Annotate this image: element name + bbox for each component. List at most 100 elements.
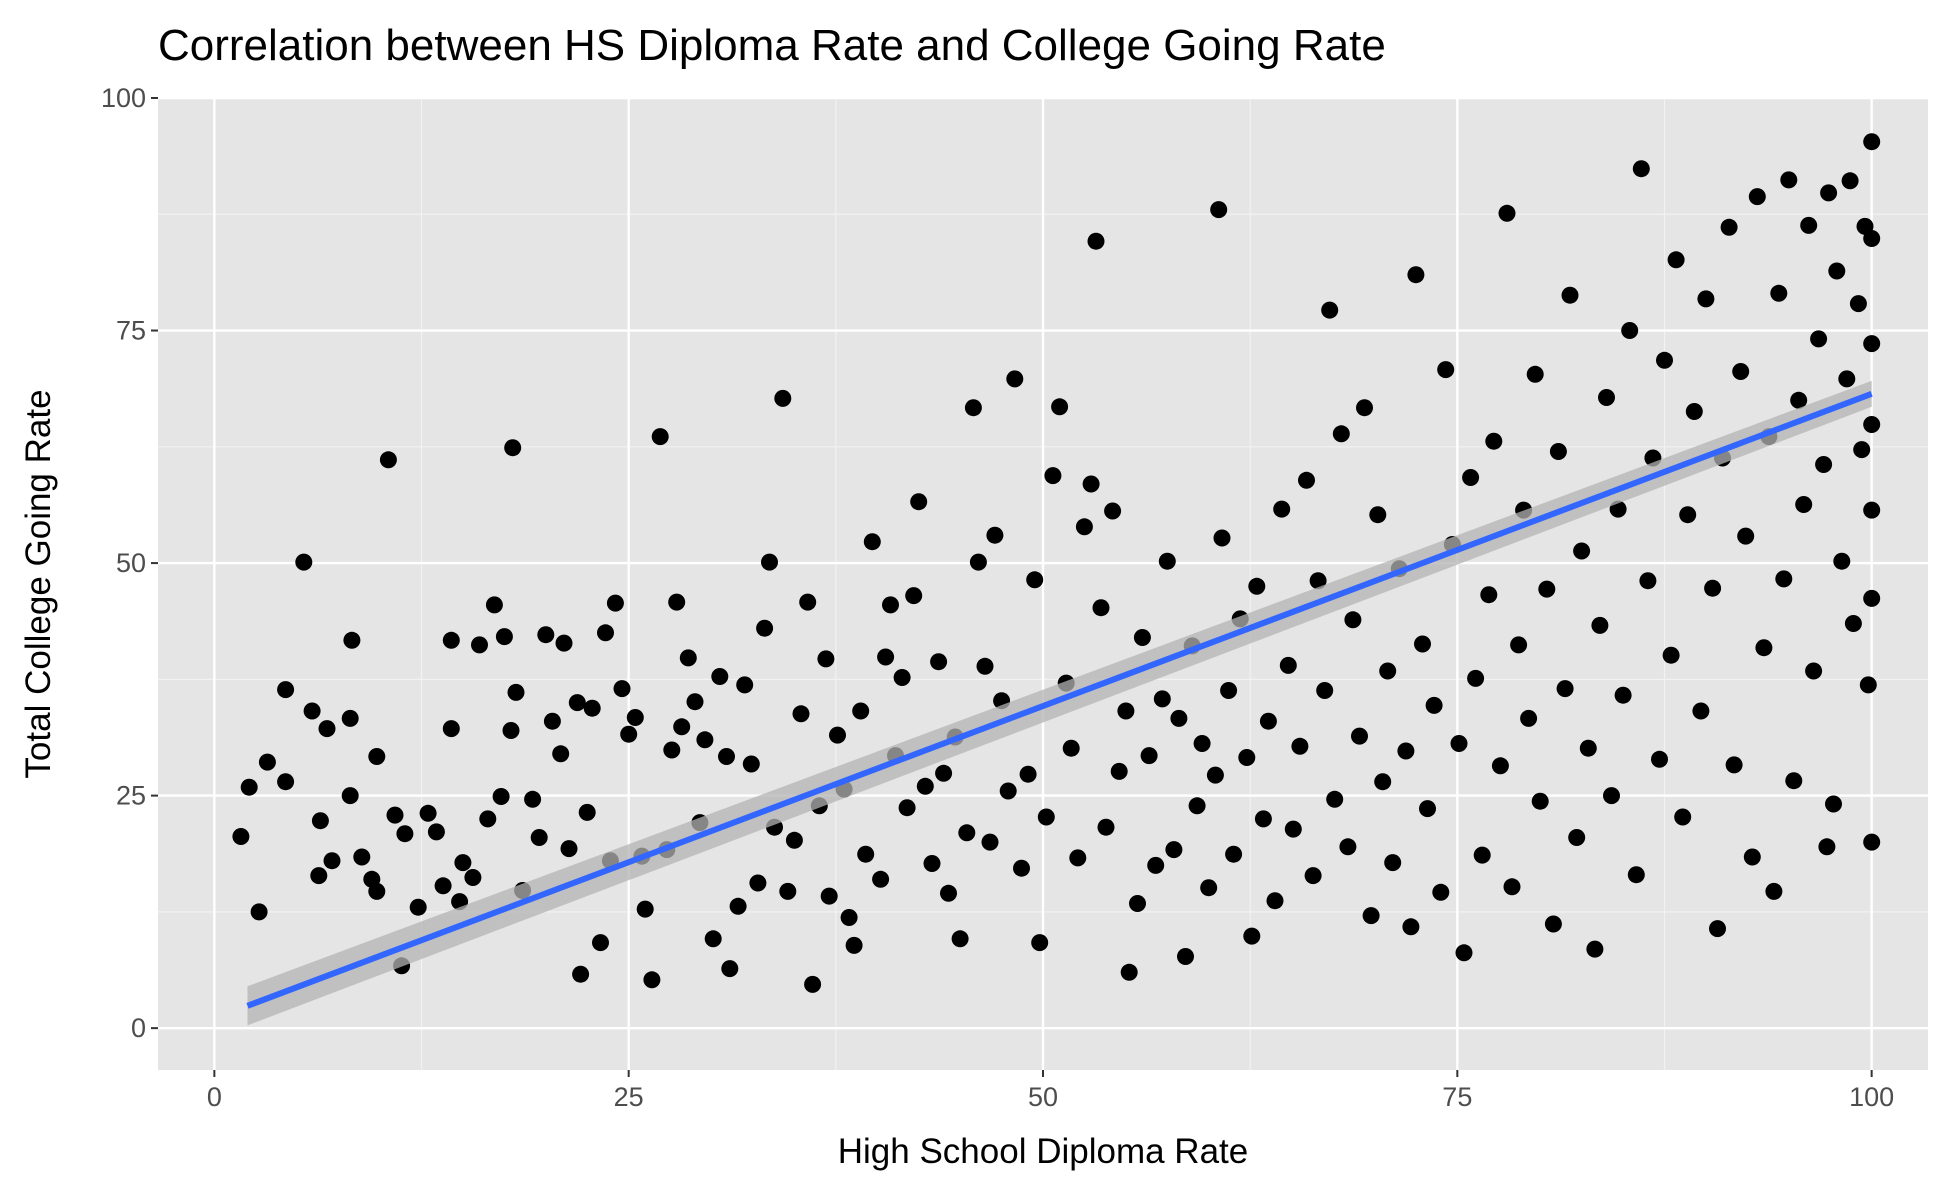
data-point bbox=[507, 683, 525, 701]
data-point bbox=[729, 897, 747, 915]
trend-line bbox=[246, 390, 1873, 1009]
data-point bbox=[1082, 475, 1100, 493]
data-point bbox=[1326, 790, 1344, 808]
data-point bbox=[1200, 879, 1218, 897]
data-point bbox=[1838, 370, 1856, 388]
data-point bbox=[1820, 184, 1838, 202]
y-tick-label: 100 bbox=[101, 83, 146, 113]
data-point bbox=[1863, 589, 1881, 607]
data-point bbox=[543, 712, 561, 730]
data-point bbox=[799, 593, 817, 611]
data-point bbox=[905, 587, 923, 605]
data-point bbox=[1188, 797, 1206, 815]
data-point bbox=[1785, 772, 1803, 790]
data-point bbox=[1556, 680, 1574, 698]
data-point bbox=[1031, 934, 1049, 952]
data-point bbox=[277, 773, 295, 791]
data-point bbox=[1140, 747, 1158, 765]
data-point bbox=[572, 965, 590, 983]
data-point bbox=[1674, 808, 1692, 826]
data-point bbox=[502, 722, 520, 739]
data-point bbox=[976, 657, 994, 675]
data-point bbox=[1397, 742, 1415, 760]
data-point bbox=[1810, 330, 1828, 348]
data-point bbox=[310, 867, 328, 885]
data-point bbox=[1800, 216, 1818, 234]
data-point bbox=[668, 593, 686, 611]
data-point bbox=[981, 833, 999, 851]
data-point bbox=[1425, 696, 1443, 714]
data-point bbox=[1598, 389, 1615, 406]
data-point bbox=[1632, 160, 1650, 178]
data-point bbox=[1662, 646, 1680, 664]
data-point bbox=[1614, 686, 1632, 704]
data-point bbox=[1651, 750, 1668, 768]
y-tick-label: 75 bbox=[116, 316, 146, 346]
data-point bbox=[303, 702, 321, 720]
data-point bbox=[969, 553, 987, 571]
data-point bbox=[910, 493, 928, 511]
data-point bbox=[1147, 856, 1165, 874]
data-point bbox=[651, 428, 669, 446]
data-point bbox=[1844, 615, 1862, 632]
data-point bbox=[1238, 749, 1256, 766]
data-point bbox=[442, 631, 460, 649]
data-point bbox=[872, 870, 890, 888]
data-point bbox=[323, 852, 341, 870]
data-point bbox=[1351, 727, 1368, 745]
data-point bbox=[1019, 765, 1037, 783]
data-point bbox=[1755, 639, 1773, 657]
data-point bbox=[464, 869, 482, 886]
data-point bbox=[386, 806, 404, 824]
data-point bbox=[1432, 883, 1450, 901]
data-point bbox=[718, 748, 735, 765]
data-point bbox=[1765, 882, 1783, 900]
x-tick-label: 50 bbox=[1028, 1082, 1058, 1112]
data-point bbox=[1092, 599, 1110, 617]
data-point bbox=[1818, 838, 1836, 856]
data-point bbox=[1863, 133, 1881, 151]
data-point bbox=[495, 628, 513, 646]
data-point bbox=[1279, 656, 1297, 674]
data-point bbox=[1770, 284, 1788, 302]
data-point bbox=[1863, 501, 1881, 519]
data-point bbox=[1321, 301, 1339, 319]
data-point bbox=[1480, 586, 1498, 604]
data-point bbox=[620, 725, 638, 743]
data-point bbox=[1006, 370, 1024, 388]
data-point bbox=[1863, 230, 1881, 247]
data-point bbox=[1097, 818, 1115, 836]
data-point bbox=[442, 720, 460, 738]
data-point bbox=[1075, 518, 1093, 536]
data-point bbox=[1316, 682, 1334, 699]
data-point bbox=[1177, 948, 1194, 965]
y-tick-label: 25 bbox=[116, 781, 146, 811]
data-point bbox=[1259, 712, 1277, 730]
data-point bbox=[1709, 920, 1726, 938]
data-point bbox=[1591, 616, 1609, 634]
data-point bbox=[636, 900, 654, 918]
data-point bbox=[893, 669, 911, 686]
axes: 0 25 50 75 100 0 25 50 75 100 bbox=[101, 83, 1894, 1112]
data-point bbox=[368, 882, 386, 900]
data-point bbox=[626, 709, 644, 726]
data-point bbox=[434, 877, 452, 895]
data-point bbox=[1026, 571, 1044, 589]
chart-title: Correlation between HS Diploma Rate and … bbox=[158, 21, 1386, 70]
data-point bbox=[1437, 361, 1455, 379]
data-point bbox=[583, 699, 601, 717]
data-point bbox=[779, 882, 797, 900]
y-tick-label: 0 bbox=[131, 1013, 146, 1043]
data-point bbox=[1815, 456, 1833, 473]
data-point bbox=[1603, 787, 1620, 805]
data-point bbox=[353, 848, 371, 866]
data-point bbox=[1193, 735, 1211, 752]
data-point bbox=[1210, 201, 1228, 219]
data-point bbox=[1498, 204, 1516, 222]
data-point bbox=[1266, 892, 1284, 910]
data-point bbox=[427, 823, 445, 841]
data-point bbox=[1667, 251, 1685, 269]
data-point bbox=[1704, 579, 1722, 597]
data-point bbox=[613, 680, 631, 698]
